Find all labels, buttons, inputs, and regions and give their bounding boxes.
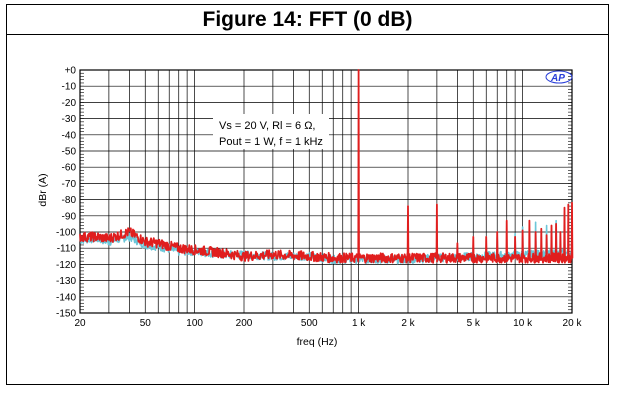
y-tick-label: -140 — [56, 292, 76, 303]
series-group — [79, 69, 574, 265]
y-tick-label: -20 — [62, 98, 77, 109]
x-tick-label: 2 k — [401, 318, 415, 329]
harmonic-peak-0 — [535, 231, 537, 233]
harmonic-peak-0 — [559, 231, 562, 233]
harmonic-peak-0 — [472, 236, 474, 238]
x-tick-label: 500 — [301, 318, 318, 329]
x-tick-label: 10 k — [513, 318, 533, 329]
harmonic-peak-0 — [545, 234, 548, 236]
y-tick-label: -110 — [57, 244, 77, 255]
x-axis-label: freq (Hz) — [297, 336, 338, 348]
grid — [79, 69, 573, 314]
y-tick-label: -30 — [62, 114, 77, 125]
y-tick-label: -70 — [62, 179, 77, 190]
harmonic-peak-0 — [567, 203, 569, 206]
harmonic-peak-0 — [485, 236, 487, 238]
y-tick-label: -80 — [62, 195, 77, 206]
harmonic-peak-0 — [407, 205, 409, 207]
harmonic-peak-0 — [522, 229, 524, 231]
harmonic-peak-0 — [550, 224, 553, 227]
harmonic-peak-1 — [545, 224, 548, 227]
y-axis-label: dBr (A) — [37, 173, 49, 206]
y-tick-label: -50 — [62, 147, 77, 158]
plot-border — [79, 69, 573, 314]
title-bar: Figure 14: FFT (0 dB) — [7, 5, 608, 35]
harmonic-peak-0 — [456, 242, 458, 244]
y-tick-label: -100 — [56, 228, 76, 239]
y-tick-label: -10 — [62, 82, 77, 93]
y-tick-label: -130 — [56, 276, 76, 287]
ap-logo: AP — [545, 70, 573, 84]
harmonic-peak-0 — [506, 220, 508, 222]
harmonic-peak-0 — [563, 207, 566, 209]
harmonic-peak-0 — [540, 228, 542, 230]
harmonic-peak-0 — [358, 69, 360, 71]
harmonic-peak-0 — [555, 223, 557, 225]
ap-logo-text: AP — [550, 73, 565, 84]
harmonic-peak-0 — [436, 203, 438, 206]
x-tick-label: 20 k — [563, 318, 583, 329]
y-tick-label: -60 — [62, 163, 77, 174]
x-tick-label: 100 — [186, 318, 203, 329]
y-tick-label: -150 — [56, 309, 76, 320]
annotation-box — [213, 114, 329, 149]
x-tick-label: 200 — [236, 318, 253, 329]
y-tick-label: +0 — [65, 66, 77, 77]
x-tick-label: 1 k — [352, 318, 366, 329]
figure-title: Figure 14: FFT (0 dB) — [202, 7, 413, 31]
harmonic-peak-1 — [514, 233, 516, 235]
harmonic-peak-0 — [514, 236, 516, 238]
annotation-line-2: Pout = 1 W, f = 1 kHz — [219, 136, 323, 148]
y-tick-label: -90 — [62, 211, 77, 222]
figure-frame: Figure 14: FFT (0 dB) — [6, 4, 609, 385]
tick-labels: 20 50 100 200 500 1 k 2 k 5 k 10 k 20 k +0 -10 -20 -3… — [56, 66, 582, 330]
y-tick-label: -120 — [56, 260, 76, 271]
x-tick-label: 5 k — [467, 318, 481, 329]
annotation-line-1: Vs = 20 V, Rl = 6 Ω, — [219, 120, 315, 132]
x-tick-label: 50 — [140, 318, 152, 329]
harmonic-peak-1 — [555, 220, 557, 222]
harmonic-peak-1 — [522, 226, 524, 228]
harmonic-peak-0 — [571, 202, 573, 204]
harmonic-peak-0 — [528, 220, 531, 222]
x-tick-label: 20 — [74, 318, 86, 329]
y-tick-label: -40 — [62, 130, 77, 141]
harmonic-peak-0 — [496, 231, 498, 233]
harmonic-peak-1 — [535, 221, 537, 223]
ap-logo-ring — [545, 70, 573, 84]
axes — [79, 69, 573, 314]
series-line-0 — [79, 69, 574, 264]
